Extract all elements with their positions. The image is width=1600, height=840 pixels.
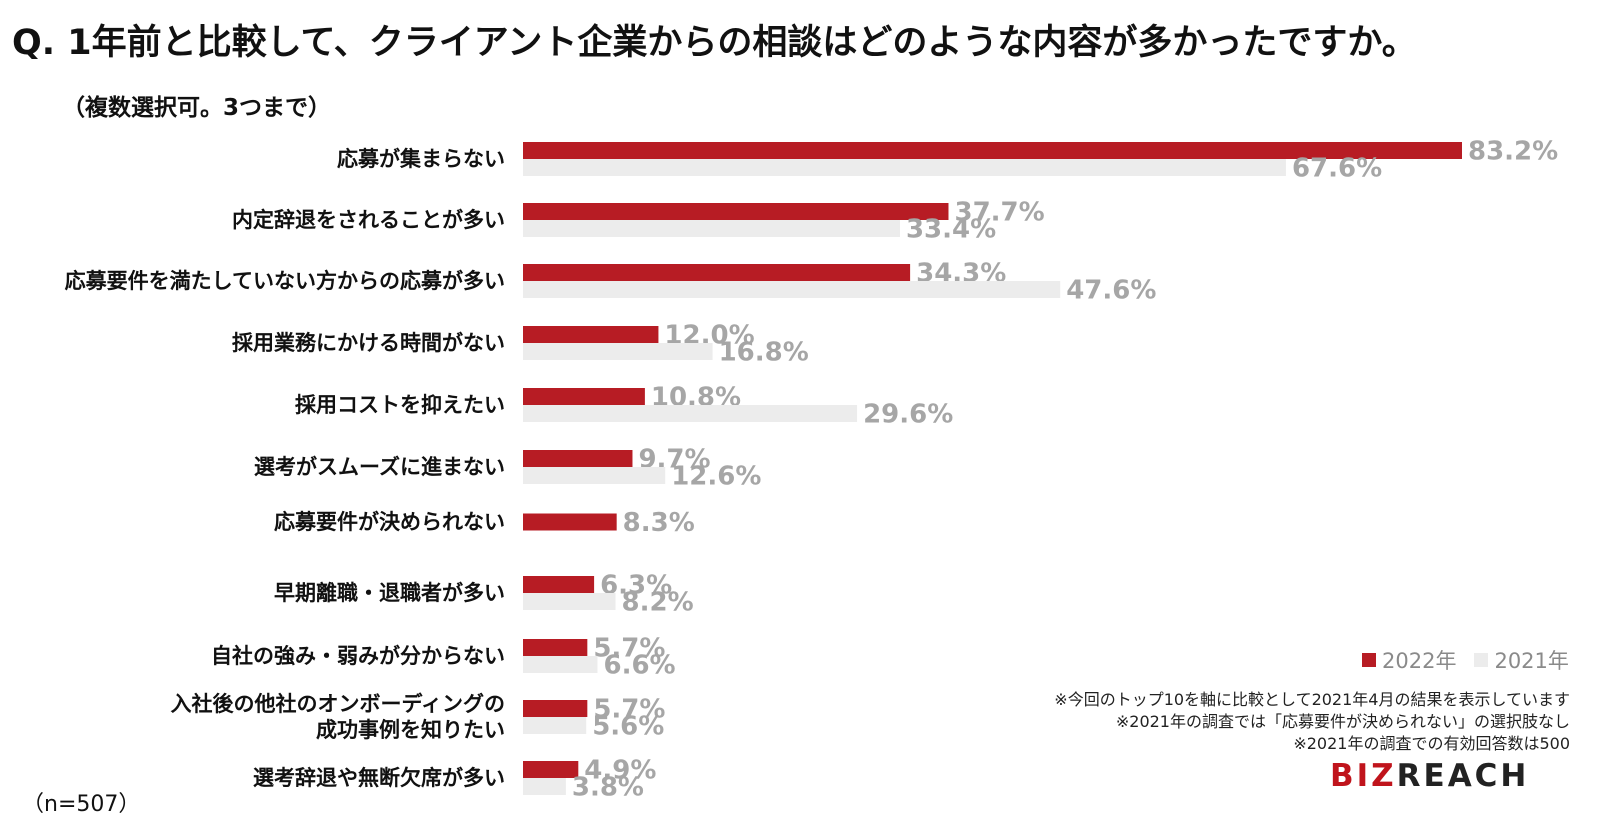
bar-2022 [523, 700, 588, 717]
brand-logo: BIZREACH [1330, 758, 1529, 794]
value-label-2022: 83.2% [1468, 137, 1558, 167]
bar-2021 [523, 593, 616, 610]
category-label: 選考がスムーズに進まない [254, 455, 505, 479]
category-label: 応募が集まらない [337, 147, 505, 171]
logo-accent-text: BIZ [1330, 758, 1397, 794]
value-label-2021: 12.6% [671, 462, 761, 492]
bar-2022 [523, 388, 645, 405]
bar-2021 [523, 405, 858, 422]
bar-2021 [523, 159, 1286, 176]
value-label-2021: 3.8% [572, 773, 644, 803]
value-label-2021: 67.6% [1292, 154, 1382, 184]
value-label-2021: 5.6% [592, 712, 664, 742]
legend: 2022年 2021年 [1362, 645, 1587, 675]
bar-2022 [523, 639, 588, 656]
category-label: 内定辞退をされることが多い [232, 208, 505, 232]
bar-2021 [523, 717, 587, 734]
footnotes: ※今回のトップ10を軸に比較として2021年4月の結果を表示しています ※202… [1054, 689, 1570, 755]
legend-item-2022: 2022年 [1362, 645, 1456, 675]
bar-2022 [523, 513, 617, 531]
bar-2022 [523, 761, 579, 778]
category-label: 成功事例を知りたい [316, 718, 505, 742]
bar-2022 [523, 264, 911, 281]
footnote: ※2021年の調査での有効回答数は500 [1293, 734, 1570, 753]
value-label-2021: 8.2% [622, 588, 694, 618]
category-label: 選考辞退や無断欠席が多い [253, 766, 505, 790]
chart-title: Q. 1年前と比較して、クライアント企業からの相談はどのような内容が多かったです… [12, 23, 1417, 63]
value-label-2022: 8.3% [623, 508, 695, 538]
legend-label-2021: 2021年 [1494, 649, 1569, 673]
bar-2022 [523, 142, 1462, 159]
value-label-2021: 29.6% [863, 400, 953, 430]
bar-2022 [523, 326, 659, 343]
bar-2021 [523, 343, 713, 360]
legend-item-2021: 2021年 [1474, 645, 1569, 675]
value-label-2021: 6.6% [603, 651, 675, 681]
legend-label-2022: 2022年 [1382, 649, 1457, 673]
category-label: 入社後の他社のオンボーディングの [170, 692, 505, 716]
bar-2022 [523, 576, 595, 593]
sample-size-note: （n=507） [22, 792, 141, 817]
value-label-2022: 5.7% [593, 634, 665, 664]
logo-main-text: REACH [1396, 758, 1530, 794]
category-label: 採用業務にかける時間がない [232, 331, 505, 355]
value-label-2021: 47.6% [1066, 276, 1156, 306]
bar-2021 [523, 656, 598, 673]
bar-2021 [523, 281, 1061, 298]
bar-2022 [523, 450, 633, 467]
footnote: ※2021年の調査では「応募要件が決められない」の選択肢なし [1115, 712, 1570, 731]
value-label-2021: 33.4% [906, 215, 996, 245]
value-label-2022: 5.7% [593, 695, 665, 725]
category-label: 採用コストを抑えたい [295, 393, 505, 417]
legend-swatch-2021 [1474, 653, 1489, 667]
value-label-2021: 16.8% [719, 338, 809, 368]
bar-2022 [523, 203, 949, 220]
footnote: ※今回のトップ10を軸に比較として2021年4月の結果を表示しています [1054, 690, 1570, 709]
bar-2021 [523, 467, 666, 484]
bar-2021 [523, 778, 566, 795]
category-label: 応募要件が決められない [274, 510, 505, 534]
category-label: 自社の強み・弱みが分からない [211, 644, 505, 668]
legend-swatch-2022 [1362, 653, 1376, 667]
category-label: 早期離職・退職者が多い [274, 581, 505, 605]
value-label-2022: 37.7% [954, 198, 1044, 228]
category-label: 応募要件を満たしていない方からの応募が多い [65, 269, 505, 293]
bar-2021 [523, 220, 900, 237]
chart-subtitle: （複数選択可。3つまで） [62, 95, 332, 121]
value-label-2022: 4.9% [584, 756, 656, 786]
